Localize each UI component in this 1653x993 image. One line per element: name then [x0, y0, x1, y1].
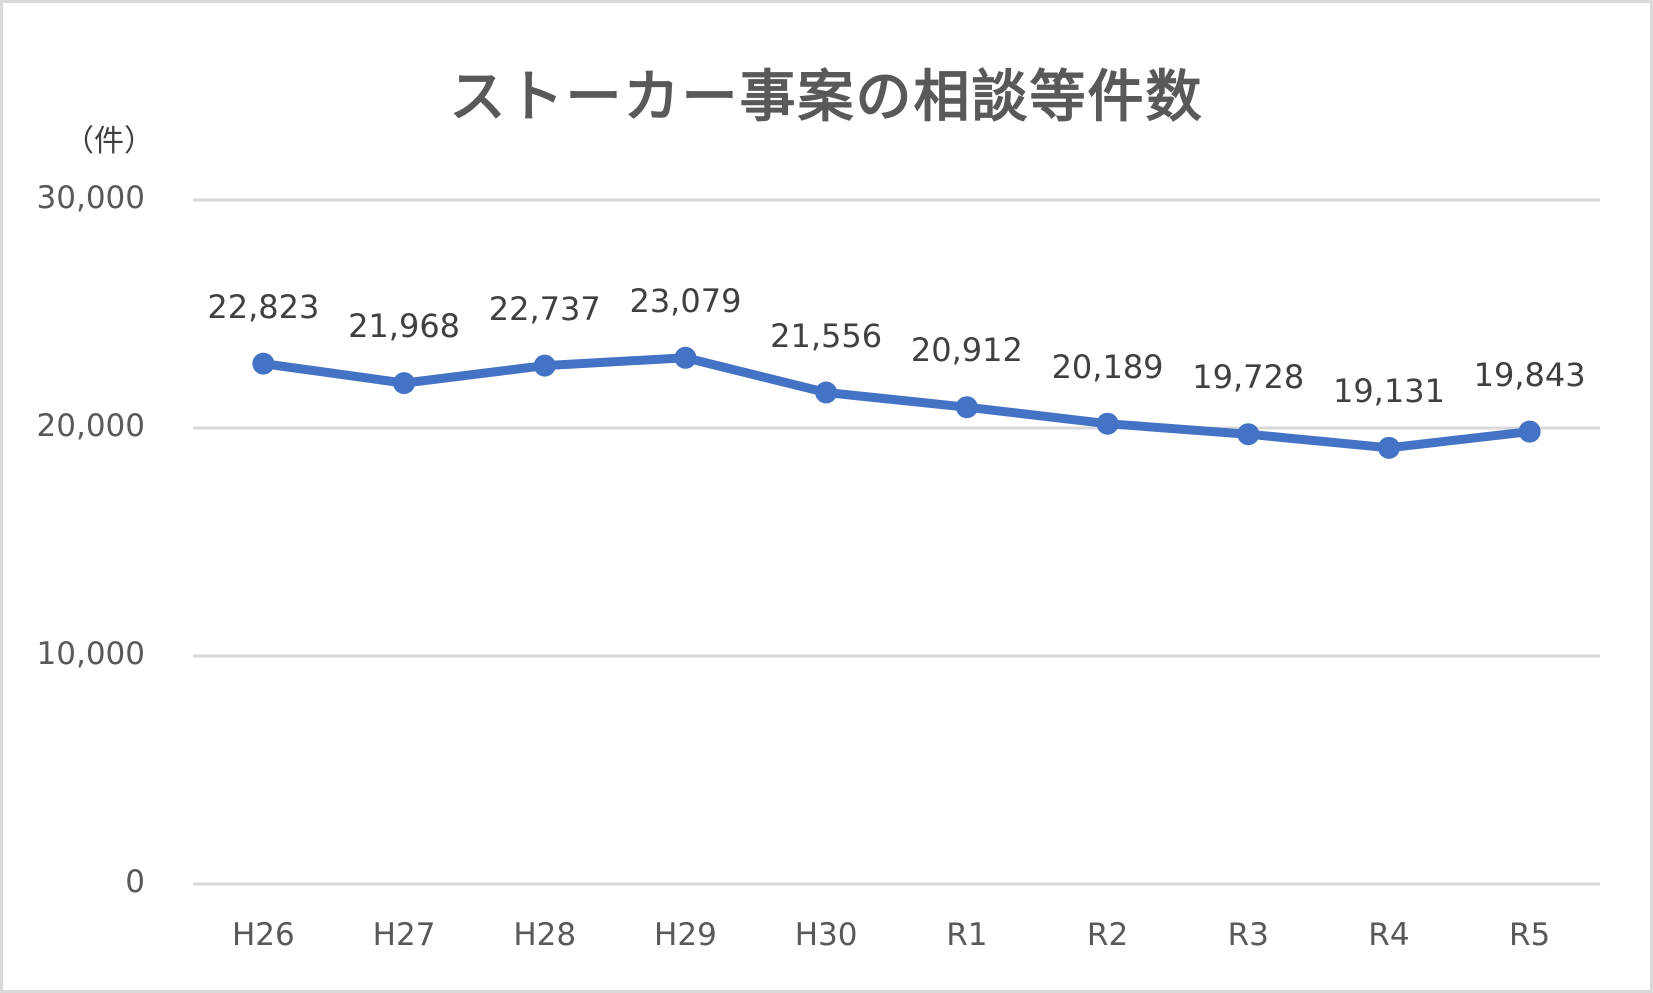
data-point-marker[interactable] [1096, 412, 1119, 435]
series-line [262, 353, 1531, 453]
data-point-marker[interactable] [393, 372, 416, 395]
data-label: 20,912 [910, 331, 1023, 370]
x-tick-label: H27 [372, 917, 436, 953]
data-label: 21,968 [348, 307, 461, 346]
data-point-marker[interactable] [674, 346, 697, 369]
x-tick-label: R4 [1368, 917, 1410, 953]
data-point-marker[interactable] [815, 381, 838, 404]
x-tick-label: H29 [654, 917, 717, 953]
x-tick-label: R3 [1227, 917, 1269, 953]
x-tick-label: H26 [231, 917, 295, 953]
x-tick-label: R2 [1086, 917, 1129, 953]
data-point-marker[interactable] [252, 352, 275, 375]
y-tick-label: 10,000 [36, 636, 145, 672]
data-label: 19,843 [1473, 355, 1586, 394]
data-label: 21,556 [770, 316, 883, 355]
data-point-marker[interactable] [533, 354, 556, 377]
y-tick-label: 30,000 [36, 180, 145, 216]
chart-title: ストーカー事案の相談等件数 [449, 65, 1204, 130]
x-tick-label: R5 [1509, 917, 1551, 953]
x-tick-label: H30 [794, 917, 858, 953]
data-point-marker[interactable] [1518, 420, 1541, 443]
data-point-marker[interactable] [1377, 436, 1400, 459]
data-label: 22,823 [207, 287, 320, 326]
x-tick-label: R1 [946, 917, 988, 953]
y-tick-label: 20,000 [36, 408, 145, 444]
data-point-marker[interactable] [1237, 423, 1260, 446]
data-label: 23,079 [629, 281, 742, 320]
y-axis-unit-label: （件） [64, 124, 154, 159]
data-label: 20,189 [1051, 347, 1164, 386]
x-tick-label: H28 [513, 917, 577, 953]
data-label: 22,737 [488, 289, 601, 328]
y-tick-label: 0 [125, 864, 145, 900]
data-label: 19,728 [1192, 358, 1305, 397]
data-point-marker[interactable] [955, 396, 978, 419]
data-label: 19,131 [1332, 371, 1445, 410]
